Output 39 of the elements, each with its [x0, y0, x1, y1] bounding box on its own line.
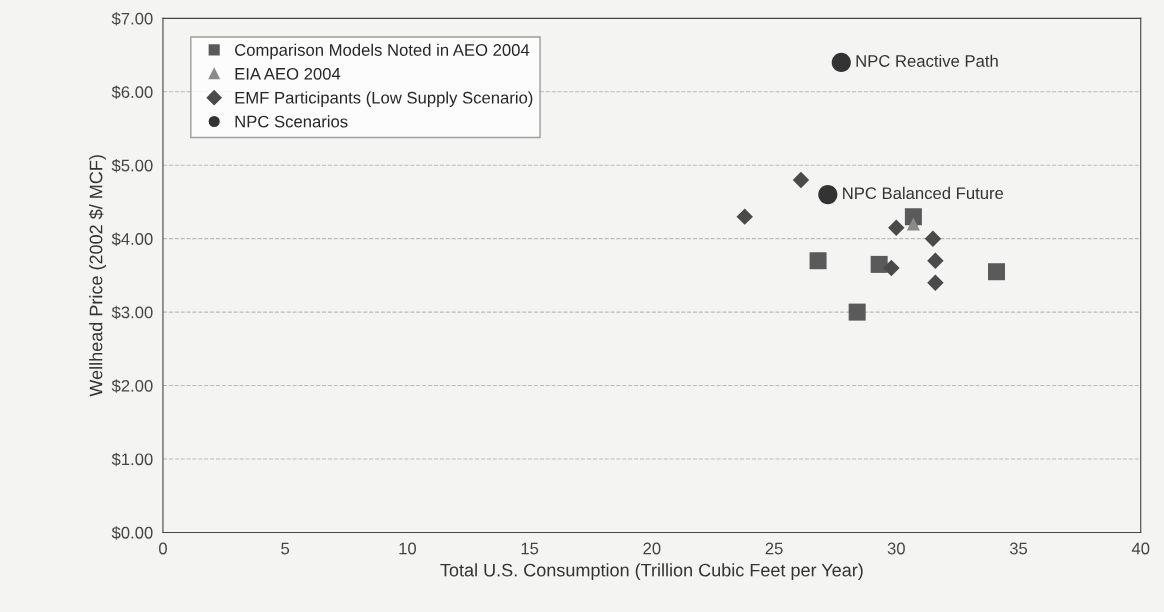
legend-label: EMF Participants (Low Supply Scenario) [235, 91, 533, 107]
x-tick-label: 15 [521, 542, 539, 555]
x-tick-label: 10 [399, 542, 417, 555]
y-tick-label: $3.00 [111, 305, 153, 320]
y-tick-label: $6.00 [111, 85, 153, 99]
x-tick-label: 40 [1131, 542, 1150, 555]
y-tick-label: $1.00 [111, 452, 153, 467]
point [809, 252, 827, 270]
point [792, 171, 810, 189]
x-tick-label: 0 [158, 542, 167, 555]
y-tick-label: $2.00 [111, 379, 153, 393]
y-tick-label: $7.00 [111, 12, 153, 26]
point [848, 303, 866, 321]
point [927, 274, 944, 291]
legend-label: EIA AEO 2004 [235, 67, 341, 80]
point [818, 185, 838, 205]
point [888, 219, 905, 236]
point [736, 208, 753, 225]
point [924, 230, 942, 247]
x-tick-label: 25 [765, 542, 783, 555]
point [831, 52, 851, 72]
y-tick-label: $0.00 [111, 526, 153, 540]
y-tick-label: $4.00 [111, 232, 153, 246]
annotation: NPC Reactive Path [856, 54, 998, 67]
point [988, 263, 1006, 281]
point [927, 252, 944, 269]
x-tick-label: 20 [643, 542, 661, 555]
legend-label: Comparison Models Noted in AEO 2004 [235, 43, 530, 60]
x-tick-label: 5 [281, 542, 290, 555]
x-tick-label: 35 [1009, 542, 1028, 555]
point [883, 259, 900, 277]
legend-label: NPC Scenarios [235, 115, 348, 128]
y-axis-title: Wellhead Price (2002 $/ MCF) [88, 155, 106, 397]
point [870, 255, 888, 273]
point [906, 217, 920, 231]
annotation: NPC Balanced Future [843, 186, 1004, 200]
y-tick-label: $5.00 [111, 158, 153, 173]
x-tick-label: 30 [887, 542, 905, 555]
x-axis-title: Total U.S. Consumption (Trillion Cubic Feet per Year) [440, 563, 863, 581]
